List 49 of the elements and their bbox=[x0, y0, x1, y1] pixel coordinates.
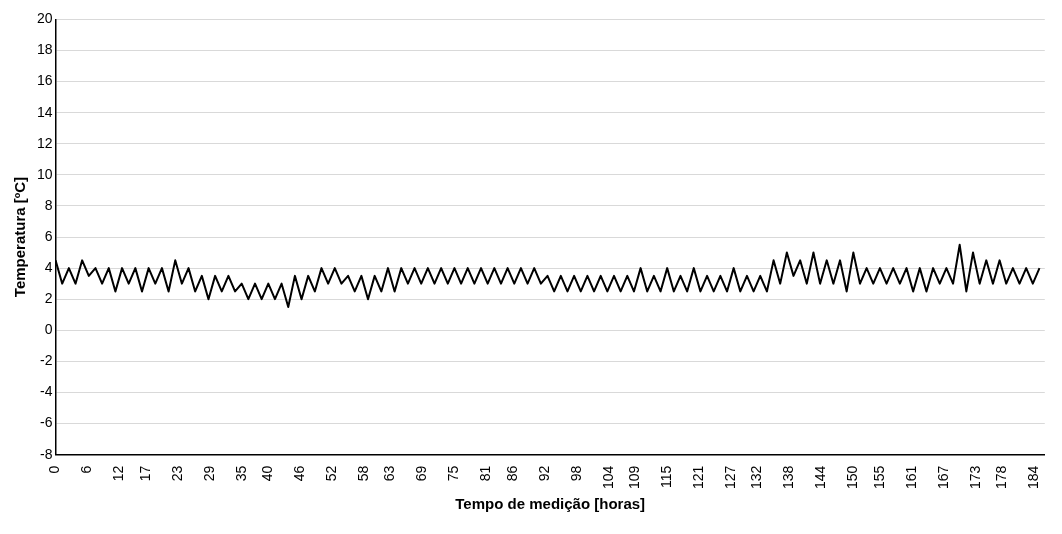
y-tick-label: -4 bbox=[40, 383, 53, 400]
y-tick-label: 8 bbox=[44, 196, 53, 213]
x-tick-label: 150 bbox=[844, 465, 861, 489]
x-tick-label: 173 bbox=[966, 465, 983, 489]
x-tick-label: 40 bbox=[259, 465, 276, 482]
x-tick-label: 132 bbox=[748, 465, 765, 489]
x-tick-label: 138 bbox=[780, 465, 797, 489]
x-tick-label: 52 bbox=[322, 465, 339, 482]
x-tick-label: 115 bbox=[658, 465, 675, 488]
x-tick-label: 46 bbox=[291, 465, 308, 482]
x-tick-label: 144 bbox=[812, 465, 829, 489]
y-tick-label: 20 bbox=[36, 10, 53, 27]
y-tick-label: 10 bbox=[36, 165, 53, 182]
x-tick-label: 98 bbox=[567, 465, 584, 482]
x-tick-label: 104 bbox=[599, 465, 616, 489]
y-tick-label: 12 bbox=[36, 134, 53, 151]
y-axis-title: Temperatura [ºC] bbox=[11, 176, 29, 298]
y-tick-label: 14 bbox=[36, 103, 53, 120]
y-tick-label: 2 bbox=[44, 290, 53, 307]
x-tick-label: 58 bbox=[354, 465, 371, 482]
x-tick-label: 29 bbox=[200, 465, 217, 482]
x-tick-label: 23 bbox=[168, 465, 185, 482]
x-tick-label: 86 bbox=[503, 465, 520, 482]
x-tick-label: 109 bbox=[626, 465, 643, 489]
x-tick-label: 92 bbox=[535, 465, 552, 482]
x-tick-label: 6 bbox=[78, 465, 95, 474]
y-tick-label: 0 bbox=[44, 321, 53, 338]
x-tick-label: 161 bbox=[902, 465, 919, 489]
y-tick-label: 16 bbox=[36, 72, 53, 89]
x-tick-label: 155 bbox=[870, 465, 887, 489]
x-tick-label: 178 bbox=[993, 465, 1010, 489]
y-tick-label: 6 bbox=[44, 227, 53, 244]
y-tick-label: -2 bbox=[40, 352, 53, 369]
x-tick-label: 12 bbox=[110, 465, 127, 482]
x-tick-label: 81 bbox=[477, 465, 494, 482]
y-tick-label: 4 bbox=[44, 258, 53, 275]
x-tick-label: 63 bbox=[381, 465, 398, 482]
x-tick-label: 75 bbox=[445, 465, 462, 482]
x-tick-label: 121 bbox=[689, 465, 706, 489]
y-tick-label: 18 bbox=[36, 41, 53, 58]
x-tick-label: 184 bbox=[1025, 465, 1042, 489]
y-tick-label: -8 bbox=[40, 445, 53, 462]
x-tick-label: 69 bbox=[413, 465, 430, 482]
x-tick-label: 17 bbox=[136, 465, 153, 482]
y-tick-label: -6 bbox=[40, 414, 53, 431]
x-tick-label: 167 bbox=[934, 465, 951, 489]
x-tick-label: 127 bbox=[721, 465, 738, 489]
x-tick-label: 35 bbox=[232, 465, 249, 482]
x-axis-title: Tempo de medição [horas] bbox=[455, 495, 646, 513]
